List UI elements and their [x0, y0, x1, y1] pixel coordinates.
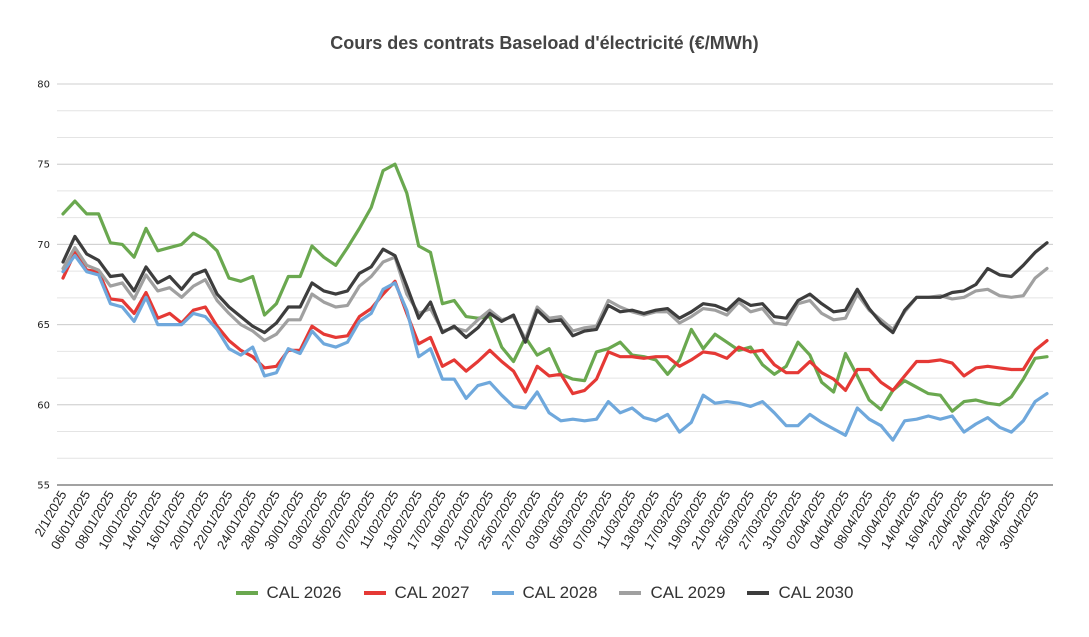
x-axis-ticks: 2/1/202506/01/202508/01/202510/01/202514…	[31, 488, 1041, 552]
legend-label: CAL 2028	[522, 583, 598, 602]
legend-swatch	[235, 591, 258, 595]
legend-swatch	[491, 591, 514, 595]
y-tick-label: 65	[37, 320, 50, 331]
series-line-cal-2026	[61, 162, 1049, 413]
gridlines	[57, 83, 1053, 486]
legend-item: CAL 2027	[363, 583, 470, 603]
legend-swatch	[619, 591, 642, 595]
y-tick-label: 55	[37, 481, 50, 492]
y-tick-label: 75	[37, 160, 50, 171]
y-tick-label: 60	[37, 400, 50, 411]
series-line-cal-2030	[61, 234, 1049, 344]
y-tick-label: 80	[37, 80, 50, 91]
legend-label: CAL 2026	[266, 583, 342, 602]
legend-item: CAL 2029	[619, 583, 725, 603]
series-line-cal-2029	[61, 246, 1049, 343]
legend: CAL 2026 CAL 2027 CAL 2028 CAL 2029 CAL 2030	[0, 583, 1089, 603]
y-axis-ticks: 55 60 65 70 75 80	[37, 80, 50, 492]
y-tick-label: 70	[37, 240, 50, 251]
legend-swatch	[363, 591, 386, 595]
legend-item: CAL 2026	[235, 583, 342, 603]
chart-title: Cours des contrats Baseload d'électricit…	[330, 33, 759, 53]
legend-label: CAL 2027	[394, 583, 470, 602]
series-line-cal-2028	[61, 254, 1049, 442]
legend-swatch	[747, 591, 770, 595]
series-lines	[61, 162, 1049, 442]
legend-item: CAL 2030	[747, 583, 853, 603]
series-line-cal-2027	[61, 250, 1049, 396]
legend-label: CAL 2030	[778, 583, 854, 602]
legend-item: CAL 2028	[491, 583, 598, 603]
legend-label: CAL 2029	[650, 583, 726, 602]
